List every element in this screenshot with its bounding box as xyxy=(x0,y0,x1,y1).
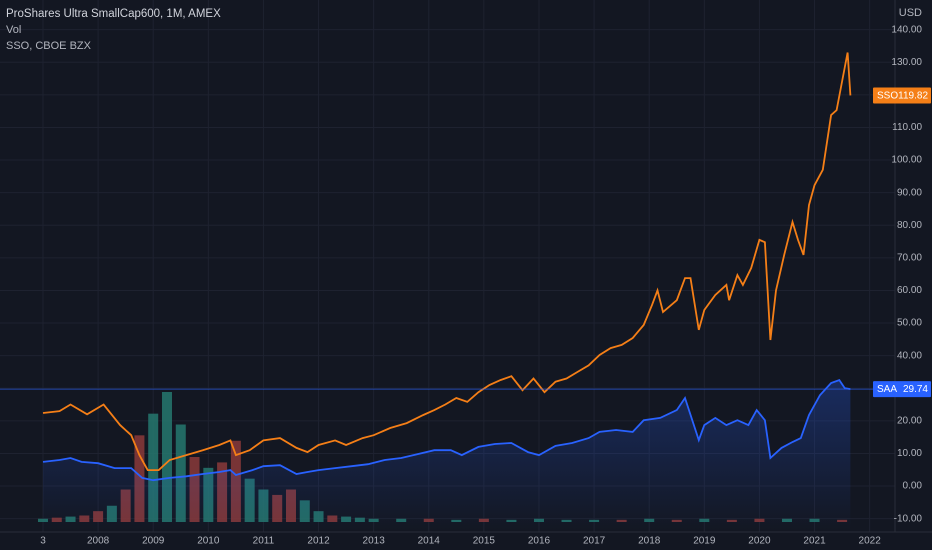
grid xyxy=(0,0,895,532)
y-tick-label: -10.00 xyxy=(894,513,923,524)
axes: -10.000.0010.0020.0030.0040.0050.0060.00… xyxy=(40,24,931,547)
x-tick-label: 2019 xyxy=(693,536,716,547)
chart-title: ProShares Ultra SmallCap600, 1M, AMEX xyxy=(6,8,221,20)
y-tick-label: 50.00 xyxy=(897,318,922,329)
compare-label: SSO, CBOE BZX xyxy=(6,40,92,52)
currency: USD xyxy=(899,7,922,19)
x-tick-label: 2011 xyxy=(253,536,275,547)
x-tick-label: 2017 xyxy=(583,536,606,547)
series-line xyxy=(42,379,851,482)
volume-bar xyxy=(148,413,159,522)
x-tick-label: 2012 xyxy=(307,536,330,547)
x-tick-label: 2015 xyxy=(473,536,496,547)
price-tag-value: 119.82 xyxy=(898,91,928,102)
series-line xyxy=(42,52,852,471)
y-tick-label: 110.00 xyxy=(892,122,922,133)
price-tag-name: SAA xyxy=(877,384,897,395)
price-tag xyxy=(873,381,931,398)
y-tick-label: 70.00 xyxy=(897,252,922,263)
x-tick-label: 3 xyxy=(40,536,46,547)
x-tick-label: 2008 xyxy=(87,536,110,547)
x-tick-label: 2020 xyxy=(748,536,771,547)
volume-label: Vol xyxy=(6,24,21,36)
x-tick-label: 2021 xyxy=(803,536,826,547)
x-tick-label: 2010 xyxy=(197,536,220,547)
y-tick-label: 20.00 xyxy=(897,415,922,426)
y-tick-label: 140.00 xyxy=(891,24,922,35)
x-tick-label: 2022 xyxy=(859,536,882,547)
x-tick-label: 2013 xyxy=(363,536,386,547)
x-tick-label: 2016 xyxy=(528,536,551,547)
y-tick-label: 80.00 xyxy=(897,220,922,231)
price-tag-name: SSO xyxy=(877,91,898,102)
y-tick-label: 10.00 xyxy=(897,448,922,459)
y-tick-label: 0.00 xyxy=(903,481,923,492)
price-tag xyxy=(873,87,931,104)
y-tick-label: 90.00 xyxy=(897,187,922,198)
y-tick-label: 40.00 xyxy=(897,350,922,361)
price-tag-value: 29.74 xyxy=(903,384,928,395)
x-tick-label: 2009 xyxy=(142,536,165,547)
y-tick-label: 60.00 xyxy=(897,285,922,296)
y-tick-label: 100.00 xyxy=(891,155,922,166)
x-tick-label: 2018 xyxy=(638,536,661,547)
y-tick-label: 130.00 xyxy=(891,57,922,68)
lines xyxy=(0,52,895,532)
volume-bar xyxy=(161,392,172,522)
x-tick-label: 2014 xyxy=(418,536,441,547)
area xyxy=(42,380,851,532)
volume-bar xyxy=(175,424,186,522)
volume-bar xyxy=(37,518,48,522)
